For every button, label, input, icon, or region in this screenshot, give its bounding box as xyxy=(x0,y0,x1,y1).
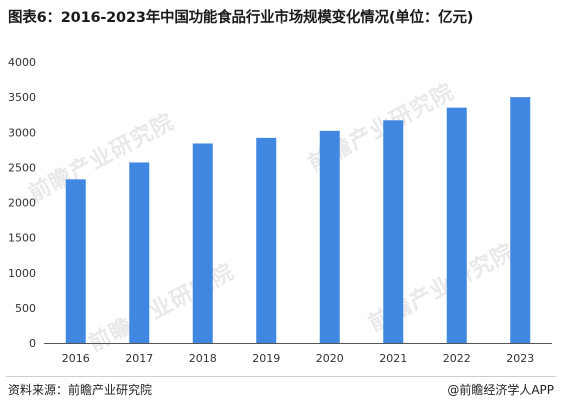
x-tick-label: 2017 xyxy=(125,352,153,365)
x-axis: 2016 2017 2018 2019 2020 2021 2022 2023 xyxy=(44,343,552,365)
bar-2020 xyxy=(319,130,340,343)
bar-2017 xyxy=(129,162,150,343)
bars xyxy=(65,97,531,344)
credit-note: @前瞻经济学人APP xyxy=(447,383,554,397)
bar-2018 xyxy=(192,143,213,343)
source-note: 资料来源：前瞻产业研究院 xyxy=(8,383,153,397)
bar-2019 xyxy=(256,137,277,343)
bar-2023 xyxy=(510,97,531,343)
x-tick-label: 2016 xyxy=(62,352,90,365)
y-tick-label: 4000 xyxy=(8,56,36,69)
bar-2021 xyxy=(383,120,404,344)
x-tick-label: 2020 xyxy=(316,352,344,365)
y-tick-label: 500 xyxy=(15,302,36,315)
y-tick-label: 3500 xyxy=(8,91,36,104)
bar-2016 xyxy=(65,179,86,343)
x-tick-label: 2018 xyxy=(189,352,217,365)
y-tick-label: 2000 xyxy=(8,197,36,210)
y-tick-label: 1500 xyxy=(8,232,36,245)
y-axis: 0 500 1000 1500 2000 2500 3000 3500 4000 xyxy=(8,56,36,350)
bar-2022 xyxy=(446,107,467,343)
x-tick-label: 2021 xyxy=(379,352,407,365)
y-tick-label: 0 xyxy=(29,337,36,350)
x-tick-label: 2019 xyxy=(252,352,280,365)
footer-divider xyxy=(6,376,556,377)
chart-title: 图表6：2016-2023年中国功能食品行业市场规模变化情况(单位：亿元) xyxy=(8,10,474,26)
x-tick-label: 2023 xyxy=(506,352,534,365)
x-tick-label: 2022 xyxy=(443,352,471,365)
y-tick-label: 1000 xyxy=(8,267,36,280)
y-tick-label: 3000 xyxy=(8,126,36,139)
y-tick-label: 2500 xyxy=(8,161,36,174)
